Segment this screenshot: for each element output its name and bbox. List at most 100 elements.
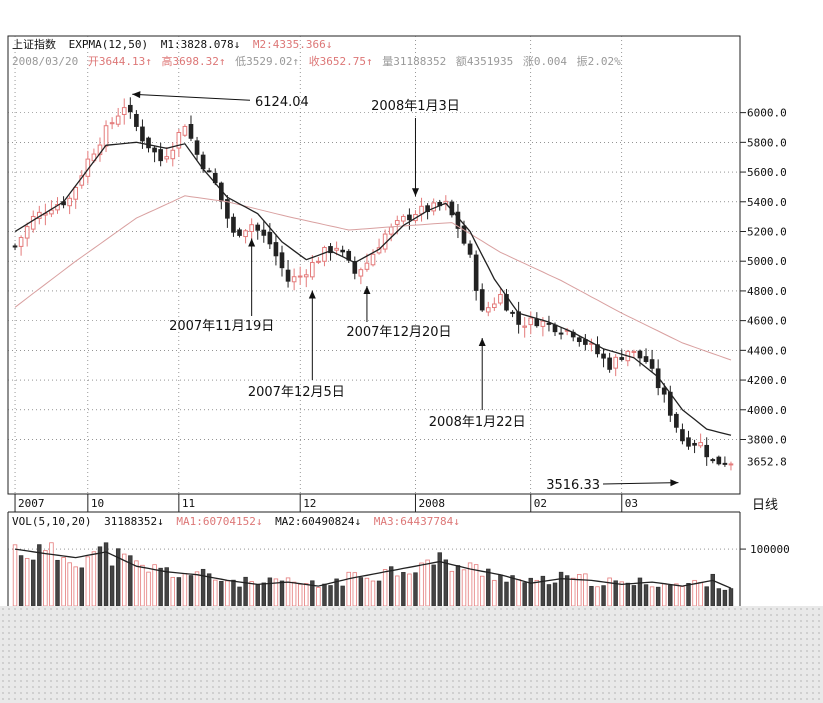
annotations: 6124.04 2008年1月3日 2007年11月19日 2007年12月20日 20… bbox=[132, 91, 679, 493]
volume-bar bbox=[279, 580, 285, 607]
candle-body bbox=[467, 243, 473, 255]
candle-body bbox=[510, 311, 515, 314]
candle-body bbox=[310, 262, 315, 278]
volume-bar bbox=[698, 582, 703, 607]
volume-bar bbox=[61, 557, 66, 607]
volume-bar bbox=[534, 579, 540, 607]
candle-body bbox=[401, 215, 406, 222]
volume-bar bbox=[273, 578, 279, 607]
volume-bar bbox=[37, 544, 42, 607]
annotation-label: 2007年12月5日 bbox=[248, 385, 345, 400]
candle-body bbox=[479, 289, 485, 311]
volume-bar bbox=[704, 586, 709, 607]
candle-body bbox=[194, 140, 200, 155]
volume-bar bbox=[425, 559, 430, 607]
annotation-arrowhead bbox=[478, 338, 486, 346]
volume-bar bbox=[346, 571, 351, 607]
quote-open: 开3644.13↑ bbox=[88, 55, 152, 68]
volume-bar bbox=[158, 567, 163, 607]
candle-body bbox=[297, 275, 303, 278]
volume-bar bbox=[376, 580, 382, 607]
volume-bar bbox=[73, 566, 78, 607]
vol-ma3: MA3:64437784↓ bbox=[374, 515, 460, 528]
volume-bar bbox=[401, 572, 406, 607]
volume-bar bbox=[564, 575, 570, 607]
annotation-label: 2008年1月3日 bbox=[371, 99, 460, 114]
volume-bar bbox=[382, 569, 388, 607]
vol-value: 31188352↓ bbox=[104, 515, 164, 528]
volume-bar bbox=[692, 579, 697, 607]
quote-volume: 量31188352 bbox=[382, 55, 446, 68]
volume-bar bbox=[219, 580, 224, 607]
volume-bar bbox=[140, 564, 145, 607]
volume-bar bbox=[643, 584, 649, 607]
volume-bar bbox=[291, 581, 297, 607]
candle-body bbox=[631, 350, 637, 353]
candle-body bbox=[176, 132, 182, 149]
candle-body bbox=[152, 147, 157, 153]
volume-bar bbox=[206, 573, 212, 607]
volume-bar bbox=[188, 575, 194, 607]
quote-date: 2008/03/20 bbox=[12, 55, 78, 68]
quote-close: 收3652.75↑ bbox=[309, 54, 373, 68]
candle-body bbox=[18, 237, 24, 247]
candle-body bbox=[492, 303, 497, 309]
m1-value: M1:3828.078↓ bbox=[161, 38, 240, 51]
volume-bar bbox=[67, 562, 72, 607]
volume-bar bbox=[200, 568, 206, 607]
volume-bar bbox=[583, 573, 588, 607]
y-tick-label: 5200.0 bbox=[747, 225, 787, 238]
candle-body bbox=[704, 444, 710, 458]
volume-bar bbox=[225, 580, 230, 607]
volume-bar bbox=[170, 576, 176, 607]
candle-body bbox=[188, 124, 194, 139]
volume-bar bbox=[31, 559, 36, 607]
volume-bar bbox=[577, 573, 582, 607]
x-tick-label: 03 bbox=[625, 497, 638, 510]
candle-body bbox=[121, 107, 127, 115]
volume-bar bbox=[449, 570, 455, 607]
annotation-arrowhead bbox=[411, 188, 419, 197]
annotation-label: 2008年1月22日 bbox=[429, 415, 526, 430]
candle-body bbox=[461, 225, 467, 244]
candle-body bbox=[158, 149, 163, 162]
volume-bar bbox=[109, 565, 115, 607]
volume-bar bbox=[43, 550, 48, 607]
volume-bar bbox=[443, 559, 449, 607]
candle-body bbox=[504, 294, 509, 311]
volume-bar bbox=[395, 575, 400, 607]
candle-body bbox=[431, 202, 436, 212]
candle-body bbox=[692, 442, 697, 446]
volume-bar bbox=[649, 586, 655, 607]
candle-body bbox=[661, 387, 667, 395]
candle-body bbox=[225, 199, 230, 219]
candle-body bbox=[680, 429, 685, 442]
volume-bar bbox=[625, 582, 631, 607]
header-row2: 2008/03/20 开3644.13↑ 高3698.32↑ 低3529.02↑… bbox=[12, 54, 621, 68]
candle-body bbox=[607, 357, 612, 370]
volume-bar bbox=[358, 577, 364, 607]
volume-ma-line bbox=[14, 548, 732, 589]
candle-body bbox=[115, 115, 121, 125]
volume-bar bbox=[722, 589, 728, 607]
volume-bar bbox=[558, 571, 564, 607]
candle-body bbox=[103, 125, 109, 147]
candle-body bbox=[255, 224, 261, 231]
volume-bar bbox=[716, 588, 722, 607]
candle-body bbox=[667, 391, 673, 416]
annotation-label: 2007年12月20日 bbox=[346, 325, 451, 340]
price-grid bbox=[8, 36, 746, 494]
volume-bar bbox=[79, 567, 84, 607]
volume-bar bbox=[388, 566, 394, 607]
volume-bar bbox=[12, 544, 18, 607]
volume-bar bbox=[146, 571, 151, 607]
candle-body bbox=[601, 353, 606, 359]
candle-body bbox=[698, 442, 703, 447]
x-tick-label: 2008 bbox=[418, 497, 445, 510]
annotation-label: 6124.04 bbox=[255, 95, 309, 110]
candle-body bbox=[546, 322, 552, 325]
volume-bar bbox=[91, 551, 97, 607]
volume-bar bbox=[122, 553, 127, 607]
candle-body bbox=[388, 226, 394, 235]
volume-bar bbox=[516, 579, 521, 607]
